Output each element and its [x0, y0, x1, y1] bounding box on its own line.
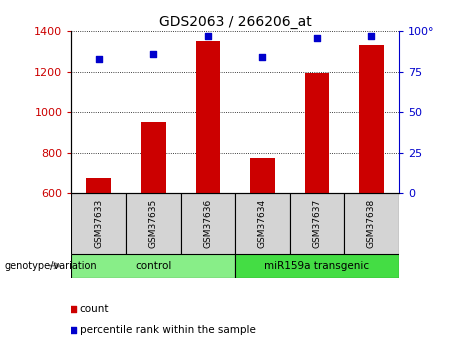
- Bar: [359, 45, 384, 193]
- Text: count: count: [80, 304, 109, 314]
- Point: [70, 306, 77, 312]
- Bar: [87, 178, 111, 193]
- Bar: [141, 122, 165, 193]
- Bar: [344, 193, 399, 254]
- Bar: [235, 193, 290, 254]
- Bar: [250, 158, 275, 193]
- Point: [313, 35, 321, 40]
- Text: control: control: [135, 261, 171, 270]
- Bar: [126, 193, 181, 254]
- Text: GSM37638: GSM37638: [367, 199, 376, 248]
- Point: [70, 328, 77, 333]
- Bar: [235, 254, 399, 278]
- Text: miR159a transgenic: miR159a transgenic: [264, 261, 370, 270]
- Text: genotype/variation: genotype/variation: [5, 261, 97, 270]
- Text: percentile rank within the sample: percentile rank within the sample: [80, 325, 255, 335]
- Point: [149, 51, 157, 57]
- Point: [204, 33, 212, 39]
- Point: [368, 33, 375, 39]
- Bar: [305, 72, 329, 193]
- Bar: [71, 254, 235, 278]
- Bar: [195, 41, 220, 193]
- Bar: [181, 193, 235, 254]
- Text: GSM37634: GSM37634: [258, 199, 267, 248]
- Text: GSM37637: GSM37637: [313, 199, 321, 248]
- Point: [95, 56, 102, 61]
- Text: GSM37636: GSM37636: [203, 199, 213, 248]
- Text: GSM37635: GSM37635: [149, 199, 158, 248]
- Bar: [71, 193, 126, 254]
- Title: GDS2063 / 266206_at: GDS2063 / 266206_at: [159, 14, 312, 29]
- Bar: [290, 193, 344, 254]
- Point: [259, 54, 266, 60]
- Text: GSM37633: GSM37633: [94, 199, 103, 248]
